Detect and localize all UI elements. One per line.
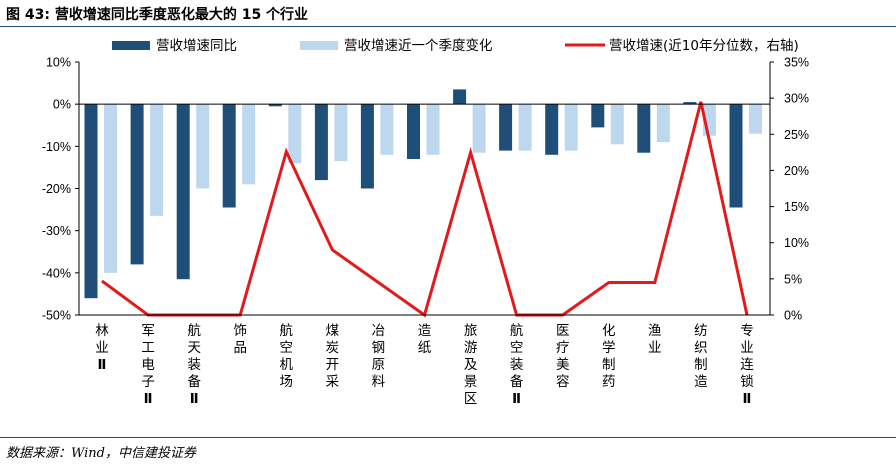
category-label-8: 造纸: [418, 323, 432, 356]
bar-yoy-10: [499, 104, 513, 151]
category-label-4: 饰品: [233, 323, 247, 356]
source-note: 数据来源：Wind，中信建投证券: [6, 446, 196, 461]
category-label-6: 煤炭开采: [326, 323, 340, 390]
axes-layer: 10% 0% -10% -20% -30% -40% -50% 35% 30% 25% 20% 15%…: [42, 56, 809, 323]
bar-qoq-10: [518, 104, 532, 151]
bar-yoy-5: [268, 104, 282, 107]
bar-yoy-7: [360, 104, 374, 189]
legend: 营收增速同比 营收增速近一个季度变化 营收增速(近10年分位数，右轴): [112, 38, 799, 54]
left-tick-label-5: -30%: [42, 224, 71, 238]
bar-yoy-1: [84, 104, 98, 299]
category-labels: 林业 Ⅱ 军工电子 Ⅱ 航天装备 Ⅱ 饰品 航空机场 煤炭开采 冶钢原料 造纸 旅游及景区 航空装备 Ⅱ 医…: [95, 323, 754, 407]
chart: 营收增速同比 营收增速近一个季度变化 营收增速(近10年分位数，右轴) 10% 0% -…: [42, 38, 809, 407]
bottom-rule: [0, 437, 896, 438]
right-tick-label-5: 15%: [784, 200, 809, 214]
bar-yoy-15: [729, 104, 743, 208]
category-label-1: 林业 Ⅱ: [95, 323, 109, 373]
bar-yoy-11: [545, 104, 559, 155]
right-tick-label-7: 5%: [784, 272, 802, 286]
bar-qoq-2: [150, 104, 164, 216]
bar-yoy-14: [683, 102, 697, 105]
category-label-12: 化学制药: [602, 323, 616, 390]
bar-qoq-15: [749, 104, 762, 134]
left-tick-label-7: -50%: [42, 309, 71, 323]
bar-qoq-13: [656, 104, 670, 143]
bar-qoq-9: [472, 104, 486, 153]
left-tick-label-4: -20%: [42, 182, 71, 196]
bar-yoy-8: [407, 104, 420, 159]
bar-yoy-12: [591, 104, 605, 128]
legend-yoy-label: 营收增速同比: [156, 38, 237, 54]
top-rule: [0, 26, 896, 27]
bar-yoy-4: [222, 104, 236, 208]
legend-yoy-swatch: [112, 41, 150, 50]
bar-qoq-7: [380, 104, 394, 155]
category-label-14: 纺织制造: [694, 323, 708, 390]
bar-yoy-6: [314, 104, 328, 181]
left-tick-label-2: 0%: [53, 98, 71, 112]
bar-qoq-4: [242, 104, 256, 185]
bar-yoy-9: [453, 89, 467, 105]
bar-qoq-3: [196, 104, 210, 189]
right-tick-label-3: 25%: [784, 128, 809, 142]
bars-layer: [84, 89, 762, 299]
category-label-7: 冶钢原料: [372, 323, 386, 390]
category-label-5: 航空机场: [280, 323, 294, 390]
left-tick-label-3: -10%: [42, 140, 71, 154]
bar-qoq-8: [426, 104, 440, 155]
category-label-11: 医疗美容: [556, 323, 570, 390]
bar-qoq-1: [104, 104, 117, 273]
right-tick-label-4: 20%: [784, 164, 809, 178]
category-label-3: 航天装备 Ⅱ: [187, 323, 201, 407]
left-tick-label-1: 10%: [46, 56, 71, 70]
legend-qoq-swatch: [300, 41, 338, 50]
category-label-13: 渔业: [648, 323, 662, 356]
category-label-15: 专业连锁 Ⅱ: [740, 323, 754, 407]
legend-line-label: 营收增速(近10年分位数，右轴): [609, 38, 799, 54]
bar-yoy-3: [176, 104, 190, 280]
figure-title: 图 43: 营收增速同比季度恶化最大的 15 个行业: [6, 7, 309, 23]
category-label-2: 军工电子 Ⅱ: [141, 323, 155, 407]
right-tick-label-2: 30%: [784, 92, 809, 106]
left-tick-label-6: -40%: [42, 266, 71, 280]
right-tick-label-6: 10%: [784, 236, 809, 250]
bar-qoq-6: [334, 104, 348, 162]
bar-yoy-13: [637, 104, 651, 153]
category-label-10: 航空装备 Ⅱ: [510, 323, 524, 407]
bar-yoy-2: [130, 104, 144, 265]
bar-qoq-5: [288, 104, 302, 164]
bar-qoq-11: [564, 104, 578, 151]
right-tick-label-8: 0%: [784, 309, 802, 323]
legend-qoq-label: 营收增速近一个季度变化: [344, 38, 493, 54]
bar-qoq-12: [610, 104, 624, 145]
right-tick-label-1: 35%: [784, 56, 809, 70]
category-label-9: 旅游及景区: [464, 323, 478, 407]
